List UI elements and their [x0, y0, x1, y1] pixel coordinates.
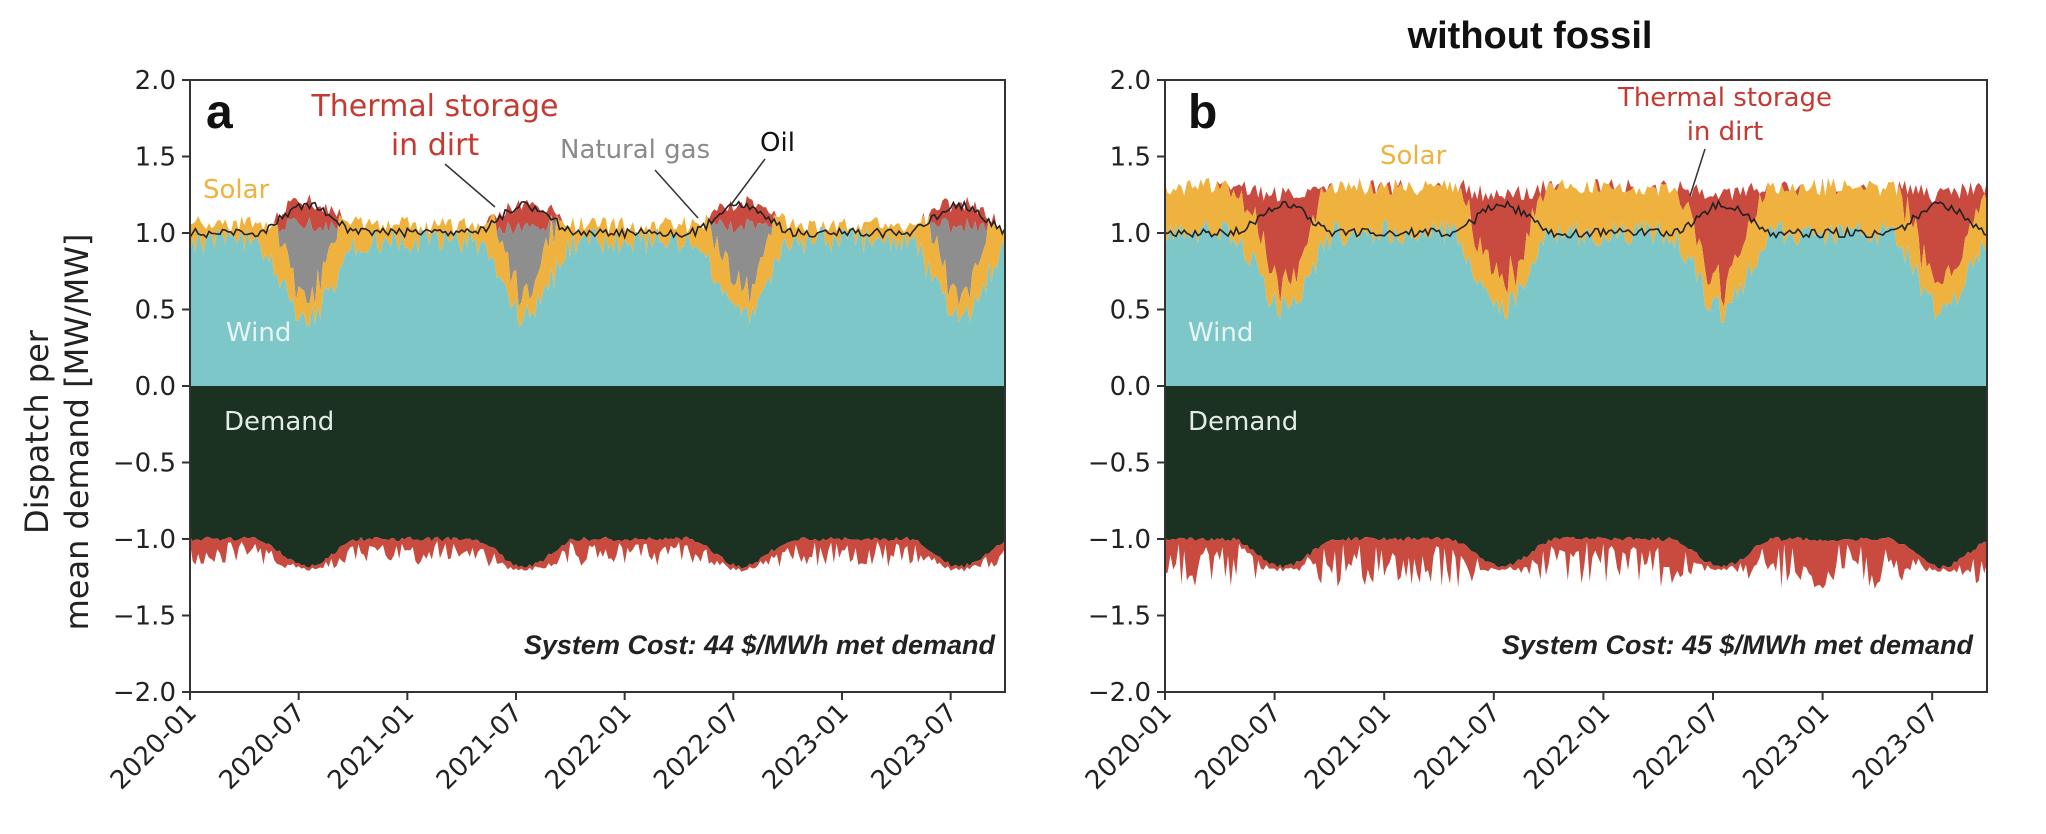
y-axis-label-line1: Dispatch per	[18, 329, 56, 534]
label-thermal-b-line1: Thermal storage	[1617, 83, 1832, 113]
series-thermal-charge-a	[190, 536, 1005, 572]
x-tick-label: 2021-01	[1299, 698, 1397, 796]
demand-line-b	[1165, 199, 1987, 239]
demand-line-a	[190, 199, 1005, 240]
y-tick-label: 2.0	[135, 66, 176, 96]
y-tick-label: −1.0	[113, 525, 176, 555]
label-thermal-b-line2: in dirt	[1687, 117, 1764, 147]
y-tick-label: −1.0	[1088, 525, 1151, 555]
y-tick-label: −2.0	[1088, 678, 1151, 708]
panel-a: 2.01.51.00.50.0−0.5−1.0−1.5−2.0 2020-01 2…	[105, 66, 1006, 796]
plot-area-a	[190, 194, 1005, 572]
leader-thermal-a	[444, 163, 496, 208]
label-thermal-a-line2: in dirt	[391, 128, 480, 163]
y-tick-label: 1.5	[135, 143, 176, 173]
series-solar-a	[190, 212, 1005, 327]
leader-oil-a	[729, 158, 766, 207]
x-tick-label: 2020-01	[1080, 698, 1178, 796]
x-tick-label: 2022-01	[540, 698, 638, 796]
x-tick-label: 2020-07	[214, 698, 312, 796]
series-thermal-charge-b	[1165, 536, 1987, 589]
y-tick-label: 2.0	[1110, 66, 1151, 96]
y-axis-label: Dispatch per mean demand [MW/MW]	[18, 234, 96, 631]
y-tick-label: 0.5	[1110, 296, 1151, 326]
x-tick-label: 2022-01	[1518, 698, 1616, 796]
y-ticks-a: 2.0 1.5 1.0 0.5 0.0 −0.5 −1.0 −1.5 −2.0	[113, 66, 190, 708]
label-demand-b: Demand	[1188, 407, 1298, 437]
y-tick-label: 1.5	[1110, 143, 1151, 173]
label-wind-b: Wind	[1188, 318, 1253, 348]
x-tick-label: 2023-01	[1738, 698, 1836, 796]
x-tick-label: 2021-07	[431, 698, 529, 796]
panel-b: 2.01.51.00.50.0−0.5−1.0−1.5−2.0 2020-01 2…	[1080, 66, 1988, 796]
x-tick-label: 2023-01	[757, 698, 855, 796]
y-tick-label: 1.0	[1110, 219, 1151, 249]
x-tick-label: 2021-07	[1409, 698, 1507, 796]
label-demand-a: Demand	[224, 407, 334, 437]
panel-letter-a: a	[206, 86, 233, 139]
label-thermal-a-line1: Thermal storage	[310, 89, 558, 124]
y-axis-label-line2: mean demand [MW/MW]	[58, 234, 96, 631]
figure-title: without fossil	[1407, 15, 1653, 57]
y-tick-label: −2.0	[113, 678, 176, 708]
leader-thermal-b	[1689, 148, 1706, 197]
x-tick-label: 2020-07	[1190, 698, 1288, 796]
series-demand-b	[1165, 386, 1987, 569]
x-tick-label: 2021-01	[322, 698, 420, 796]
y-tick-label: 0.0	[1110, 372, 1151, 402]
panel-letter-b: b	[1188, 86, 1217, 139]
y-tick-label: 1.0	[135, 219, 176, 249]
system-cost-b: System Cost: 45 $/MWh met demand	[1502, 630, 1974, 660]
series-thermal-discharge-b	[1165, 177, 1987, 307]
y-tick-label: 0.5	[135, 296, 176, 326]
label-oil-a: Oil	[760, 128, 795, 158]
x-tick-label: 2022-07	[648, 698, 746, 796]
y-tick-label: −0.5	[1088, 449, 1151, 479]
y-tick-label: 0.0	[135, 372, 176, 402]
series-demand-a	[190, 386, 1005, 569]
series-solar-b	[1165, 177, 1987, 323]
series-wind-a	[190, 226, 1005, 386]
x-ticks-b: 2020-01 2020-07 2021-01 2021-07 2022-01 2022-…	[1080, 692, 1945, 796]
series-wind-b	[1165, 219, 1987, 386]
x-ticks-a: 2020-01 2020-07 2021-01 2021-07 2022-01 2022-…	[105, 692, 964, 796]
y-tick-label: −0.5	[113, 449, 176, 479]
system-cost-a: System Cost: 44 $/MWh met demand	[524, 630, 996, 660]
plot-area-b	[1165, 177, 1987, 589]
x-tick-label: 2022-07	[1628, 698, 1726, 796]
y-tick-label: −1.5	[113, 602, 176, 632]
x-tick-label: 2023-07	[1847, 698, 1945, 796]
label-gas-a: Natural gas	[560, 135, 710, 165]
leader-gas-a	[654, 169, 699, 219]
y-ticks-b: 2.0 1.5 1.0 0.5 0.0 −0.5 −1.0 −1.5 −2.0	[1088, 66, 1165, 708]
label-solar-b: Solar	[1380, 141, 1447, 171]
label-wind-a: Wind	[226, 318, 291, 348]
y-tick-label: −1.5	[1088, 602, 1151, 632]
label-solar-a: Solar	[203, 175, 270, 205]
x-tick-label: 2020-01	[105, 698, 203, 796]
x-tick-label: 2023-07	[866, 698, 964, 796]
